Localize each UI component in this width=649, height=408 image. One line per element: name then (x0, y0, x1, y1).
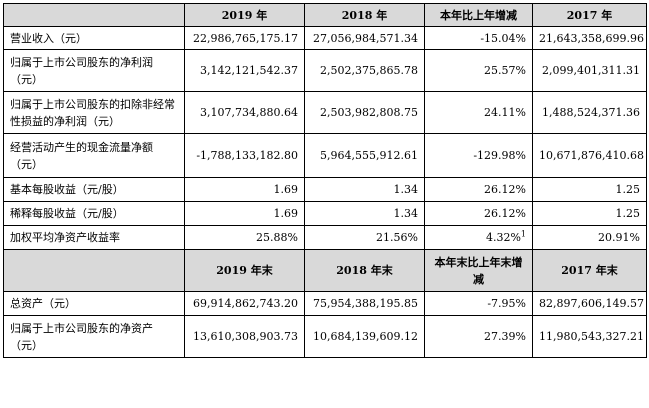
value-2019: 1.69 (184, 177, 305, 202)
change-value: 4.32% (485, 231, 521, 244)
value-2017: 2,099,401,311.31 (532, 49, 647, 92)
value-change: 4.32%1 (424, 225, 533, 250)
header-row-2: 2019 年末 2018 年末 本年末比上年末增减 2017 年末 (3, 249, 647, 292)
table-row-revenue: 营业收入（元） 22,986,765,175.17 27,056,984,571… (3, 26, 647, 50)
value-2018: 2,502,375,865.78 (304, 49, 425, 92)
value-2017: 82,897,606,149.57 (532, 291, 647, 316)
value-2018: 27,056,984,571.34 (304, 26, 425, 50)
value-2018: 10,684,139,609.12 (304, 315, 425, 358)
row-label: 经营活动产生的现金流量净额（元） (3, 133, 185, 178)
table-row-cash-flow: 经营活动产生的现金流量净额（元） -1,788,133,182.80 5,964… (3, 133, 647, 178)
header-change-end: 本年末比上年末增减 (424, 249, 533, 292)
header-row: 2019 年 2018 年 本年比上年增减 2017 年 (3, 3, 647, 27)
value-2017: 21,643,358,699.96 (532, 26, 647, 50)
financial-summary-table: 2019 年 2018 年 本年比上年增减 2017 年 营业收入（元） 22,… (3, 3, 647, 358)
value-2019: 22,986,765,175.17 (184, 26, 305, 50)
value-2018: 1.34 (304, 201, 425, 226)
value-2017: 10,671,876,410.68 (532, 133, 647, 178)
value-2018: 1.34 (304, 177, 425, 202)
header-2019: 2019 年 (184, 3, 305, 27)
value-change: 27.39% (424, 315, 533, 358)
value-2017: 1.25 (532, 177, 647, 202)
header-empty-cell (3, 249, 185, 292)
row-label: 总资产（元） (3, 291, 185, 316)
row-label: 归属于上市公司股东的净资产（元） (3, 315, 185, 358)
value-2017: 1,488,524,371.36 (532, 91, 647, 134)
value-2019: -1,788,133,182.80 (184, 133, 305, 178)
value-2018: 5,964,555,912.61 (304, 133, 425, 178)
table-row-net-assets: 归属于上市公司股东的净资产（元） 13,610,308,903.73 10,68… (3, 315, 647, 358)
value-change: 24.11% (424, 91, 533, 134)
header-change: 本年比上年增减 (424, 3, 533, 27)
value-change: -7.95% (424, 291, 533, 316)
value-2019: 3,107,734,880.64 (184, 91, 305, 134)
table-row-total-assets: 总资产（元） 69,914,862,743.20 75,954,388,195.… (3, 291, 647, 316)
value-2017: 11,980,543,327.21 (532, 315, 647, 358)
value-change: -129.98% (424, 133, 533, 178)
value-2019: 25.88% (184, 225, 305, 250)
value-2019: 69,914,862,743.20 (184, 291, 305, 316)
value-2018: 75,954,388,195.85 (304, 291, 425, 316)
table-row-basic-eps: 基本每股收益（元/股） 1.69 1.34 26.12% 1.25 (3, 177, 647, 202)
value-change: 26.12% (424, 177, 533, 202)
footnote-marker: 1 (520, 229, 526, 239)
table-row-diluted-eps: 稀释每股收益（元/股） 1.69 1.34 26.12% 1.25 (3, 201, 647, 226)
value-2019: 1.69 (184, 201, 305, 226)
header-2018: 2018 年 (304, 3, 425, 27)
row-label: 营业收入（元） (3, 26, 185, 50)
value-2018: 21.56% (304, 225, 425, 250)
value-change: -15.04% (424, 26, 533, 50)
value-2019: 3,142,121,542.37 (184, 49, 305, 92)
header-2018-end: 2018 年末 (304, 249, 425, 292)
header-2017-end: 2017 年末 (532, 249, 647, 292)
value-2018: 2,503,982,808.75 (304, 91, 425, 134)
row-label: 归属于上市公司股东的净利润（元） (3, 49, 185, 92)
table-row-net-profit: 归属于上市公司股东的净利润（元） 3,142,121,542.37 2,502,… (3, 49, 647, 92)
header-empty-cell (3, 3, 185, 27)
value-change: 25.57% (424, 49, 533, 92)
table-row-net-profit-excl: 归属于上市公司股东的扣除非经常性损益的净利润（元） 3,107,734,880.… (3, 91, 647, 134)
value-2017: 1.25 (532, 201, 647, 226)
value-2017: 20.91% (532, 225, 647, 250)
table-row-roe: 加权平均净资产收益率 25.88% 21.56% 4.32%1 20.91% (3, 225, 647, 250)
header-2019-end: 2019 年末 (184, 249, 305, 292)
row-label: 加权平均净资产收益率 (3, 225, 185, 250)
row-label: 归属于上市公司股东的扣除非经常性损益的净利润（元） (3, 91, 185, 134)
header-2017: 2017 年 (532, 3, 647, 27)
row-label: 基本每股收益（元/股） (3, 177, 185, 202)
value-2019: 13,610,308,903.73 (184, 315, 305, 358)
row-label: 稀释每股收益（元/股） (3, 201, 185, 226)
value-change: 26.12% (424, 201, 533, 226)
